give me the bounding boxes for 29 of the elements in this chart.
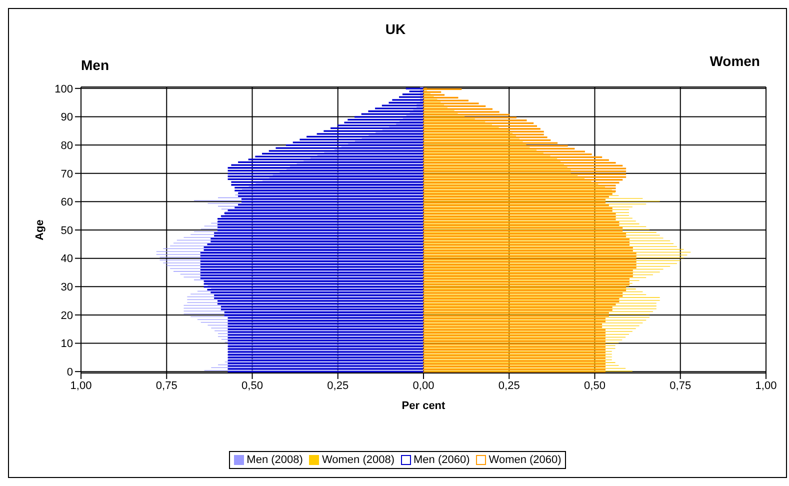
chart-title: UK — [384, 21, 407, 37]
legend-label: Men (2060) — [412, 454, 470, 466]
y-tick-label: 60 — [60, 196, 73, 209]
y-tick-label: 100 — [54, 83, 73, 96]
x-tick-label: 1,00 — [70, 380, 92, 392]
x-tick-label: 0,75 — [156, 380, 178, 392]
y-tick-label: 50 — [60, 224, 73, 237]
y-tick-label: 20 — [60, 310, 73, 322]
text: Women — [710, 53, 760, 69]
y-tick-label: 40 — [60, 253, 73, 266]
x-tick-label: 0,00 — [412, 380, 434, 392]
y-axis-title: Age — [34, 220, 46, 240]
y-tick-label: 80 — [60, 140, 73, 152]
x-tick-label: 0,75 — [670, 380, 692, 392]
text: Men — [81, 57, 109, 73]
y-tick-label: 10 — [60, 338, 73, 350]
y-tick-label: 90 — [60, 112, 73, 124]
legend-label: Women (2060) — [488, 454, 562, 466]
x-axis-title: Per cent — [402, 400, 446, 412]
x-tick-label: 0,25 — [498, 380, 520, 392]
x-tick-label: 0,25 — [327, 380, 349, 392]
y-tick-label: 70 — [60, 168, 73, 180]
y-tick-label: 30 — [60, 282, 73, 294]
y-tick-label: 0 — [66, 366, 73, 378]
legend-label: Women (2008) — [320, 454, 394, 466]
x-tick-label: 0,50 — [584, 380, 606, 392]
x-tick-label: 1,00 — [755, 380, 777, 392]
x-tick-label: 0,50 — [242, 380, 263, 392]
legend-label: Men (2008) — [246, 454, 303, 466]
